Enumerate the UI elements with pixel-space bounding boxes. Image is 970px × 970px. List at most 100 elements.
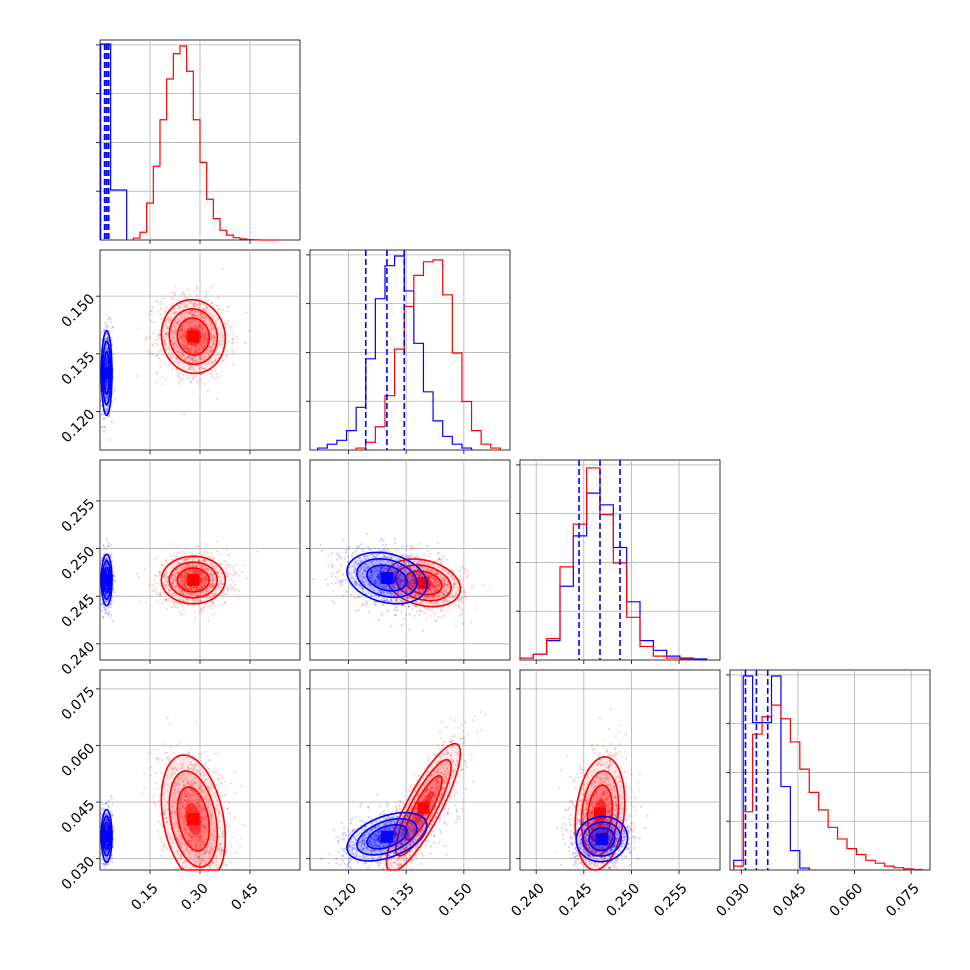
sample-point [187, 350, 190, 354]
sample-point [167, 352, 170, 355]
sample-point [189, 325, 192, 328]
sample-point [173, 325, 176, 329]
sample-point [204, 316, 207, 319]
sample-point [103, 417, 106, 420]
sample-point [212, 361, 215, 364]
sample-point [469, 621, 472, 624]
sample-point [203, 332, 206, 335]
sample-point [169, 318, 172, 321]
sample-point [195, 303, 198, 306]
sample-point [231, 348, 234, 351]
sample-point [197, 313, 200, 316]
sample-point [182, 373, 185, 376]
sample-point [101, 803, 104, 806]
sample-point [466, 569, 469, 573]
sample-point [179, 602, 183, 606]
sample-point [177, 371, 180, 375]
sample-point [335, 571, 338, 574]
sample-point [152, 587, 155, 590]
sample-point [245, 576, 248, 579]
sample-point [395, 549, 398, 552]
sample-point [173, 291, 176, 294]
sample-point [203, 368, 206, 371]
sample-point [340, 583, 343, 586]
sample-point [190, 348, 193, 351]
sample-point [107, 338, 110, 341]
sample-point [227, 589, 230, 592]
sample-point [460, 585, 463, 589]
sample-point [182, 609, 185, 612]
sample-point [160, 588, 163, 591]
sample-point [200, 343, 203, 346]
sample-point [208, 555, 211, 559]
sample-point [381, 603, 384, 607]
sample-point [138, 576, 141, 579]
sample-point [111, 325, 115, 328]
sample-point [183, 294, 186, 297]
sample-point [174, 311, 177, 314]
sample-point [339, 557, 342, 560]
sample-point [231, 342, 234, 345]
sample-point [157, 310, 160, 313]
sample-point [106, 360, 109, 363]
histogram-blue [733, 675, 810, 870]
sample-point [105, 360, 108, 364]
sample-point [179, 334, 182, 337]
sample-point [155, 581, 158, 584]
sample-point [151, 342, 154, 345]
sample-point [179, 379, 182, 382]
sample-point [106, 407, 109, 411]
sample-point [418, 613, 421, 616]
sample-point [215, 304, 219, 307]
sample-point [403, 617, 406, 621]
sample-point [106, 336, 109, 339]
sample-point [208, 389, 211, 392]
sample-point [163, 340, 166, 344]
sample-point [202, 346, 205, 349]
sample-point [224, 592, 227, 595]
sample-point [206, 339, 209, 342]
sample-point [179, 302, 183, 305]
sample-point [103, 866, 106, 869]
sample-point [189, 311, 192, 314]
sample-point [173, 312, 176, 315]
sample-point [192, 391, 195, 394]
sample-point [219, 553, 222, 556]
sample-point [212, 328, 215, 331]
sample-point [195, 310, 198, 313]
sample-point [326, 583, 329, 586]
sample-point [231, 338, 234, 341]
sample-point [238, 574, 241, 577]
sample-point [204, 314, 207, 317]
sample-point [178, 352, 181, 355]
sample-point [199, 345, 202, 348]
sample-point [175, 339, 178, 342]
sample-point [405, 548, 408, 552]
sample-point [179, 332, 182, 335]
sample-point [100, 610, 104, 613]
histogram-red [733, 704, 924, 871]
sample-point [256, 550, 259, 553]
sample-point [183, 328, 186, 331]
sample-point [219, 604, 222, 607]
sample-point [220, 563, 223, 566]
sample-point [337, 569, 340, 572]
sample-point [225, 563, 228, 567]
sample-point [342, 538, 345, 541]
sample-point [158, 571, 161, 574]
sample-point [202, 346, 205, 349]
sample-point [210, 345, 213, 348]
sample-point [191, 346, 194, 349]
sample-point [182, 335, 185, 339]
sample-point [465, 576, 468, 579]
sample-point [209, 312, 212, 315]
sample-point [106, 406, 109, 409]
sample-point [172, 599, 175, 602]
sample-point [224, 560, 227, 563]
sample-point [353, 596, 357, 600]
sample-point [408, 613, 411, 616]
sample-point [200, 317, 203, 320]
sample-point [156, 335, 159, 338]
sample-point [215, 372, 218, 375]
sample-point [209, 328, 212, 331]
